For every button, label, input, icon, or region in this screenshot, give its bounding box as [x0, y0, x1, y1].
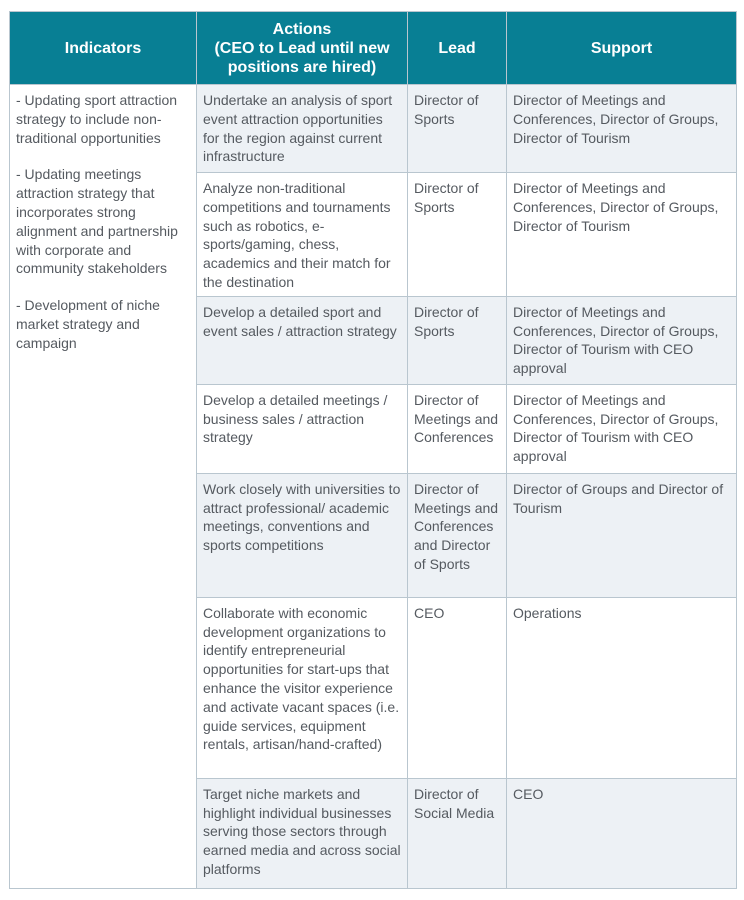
support-cell: Director of Meetings and Conferences, Di…	[506, 172, 737, 297]
table-row: Work closely with universities to attrac…	[10, 472, 737, 598]
action-cell: Analyze non-traditional competitions and…	[196, 172, 408, 297]
header-lead: Lead	[407, 11, 507, 85]
header-actions: Actions (CEO to Lead until new positions …	[196, 11, 408, 85]
table-row: Develop a detailed sport and event sales…	[10, 295, 737, 385]
lead-cell: Director of Meetings and Conferences	[407, 383, 507, 474]
action-cell: Target niche markets and highlight indiv…	[196, 777, 408, 889]
table-row: Collaborate with economic development or…	[10, 596, 737, 779]
action-cell: Develop a detailed sport and event sales…	[196, 295, 408, 385]
action-cell: Develop a detailed meetings / business s…	[196, 383, 408, 474]
lead-cell: Director of Sports	[407, 295, 507, 385]
table-row: Target niche markets and highlight indiv…	[10, 777, 737, 889]
indicator-item: - Updating sport attraction strategy to …	[16, 92, 178, 146]
lead-cell: Director of Sports	[407, 84, 507, 173]
indicator-item: - Development of niche market strategy a…	[16, 297, 160, 351]
lead-cell: CEO	[407, 596, 507, 779]
indicator-item: - Updating meetings attraction strategy …	[16, 166, 178, 277]
header-actions-note: (CEO to Lead until new positions are hir…	[214, 39, 390, 76]
support-cell: CEO	[506, 777, 737, 889]
indicators-cell: - Updating sport attraction strategy to …	[9, 84, 197, 889]
action-cell: Collaborate with economic development or…	[196, 596, 408, 779]
action-cell: Work closely with universities to attrac…	[196, 472, 408, 598]
strategy-table: Indicators Actions (CEO to Lead until new…	[9, 11, 737, 889]
header-row: Indicators Actions (CEO to Lead until new…	[9, 11, 737, 85]
action-cell: Undertake an analysis of sport event att…	[196, 84, 408, 173]
header-support: Support	[506, 11, 737, 85]
table-row: Develop a detailed meetings / business s…	[10, 383, 737, 474]
support-cell: Director of Meetings and Conferences, Di…	[506, 383, 737, 474]
support-cell: Director of Groups and Director of Touri…	[506, 472, 737, 598]
support-cell: Director of Meetings and Conferences, Di…	[506, 295, 737, 385]
support-cell: Operations	[506, 596, 737, 779]
header-indicators: Indicators	[9, 11, 197, 85]
lead-cell: Director of Meetings and Conferences and…	[407, 472, 507, 598]
header-actions-title: Actions	[272, 20, 332, 38]
lead-cell: Director of Sports	[407, 172, 507, 297]
table-row: - Updating sport attraction strategy to …	[9, 84, 737, 889]
support-cell: Director of Meetings and Conferences, Di…	[506, 84, 737, 173]
lead-cell: Director of Social Media	[407, 777, 507, 889]
